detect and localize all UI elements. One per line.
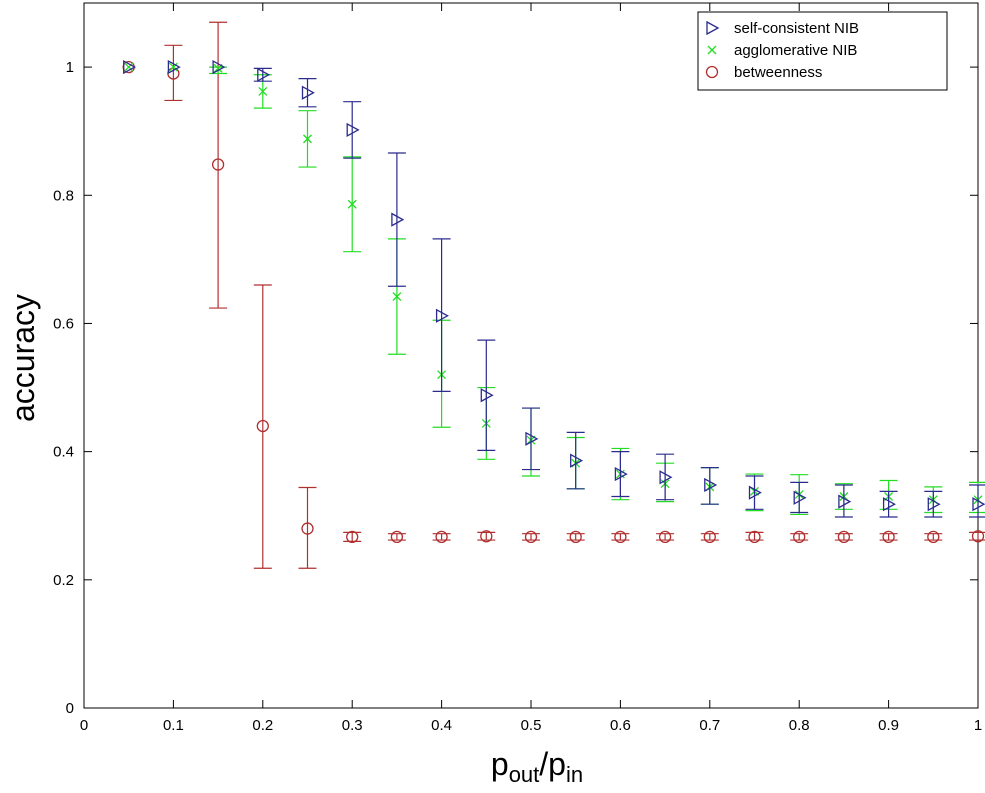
data-point xyxy=(927,497,941,512)
data-point xyxy=(257,67,271,82)
legend: self-consistent NIB agglomerative NIB betw… xyxy=(697,11,948,91)
marker-stroke xyxy=(168,62,178,72)
y-tick-label: 0.2 xyxy=(53,572,74,589)
data-point xyxy=(971,530,985,543)
series-circle xyxy=(122,21,985,569)
data-point xyxy=(211,158,225,171)
legend-label: agglomerative NIB xyxy=(734,42,857,59)
data-point xyxy=(748,530,761,544)
data-point xyxy=(256,419,269,433)
data-point xyxy=(435,530,448,544)
data-point xyxy=(614,530,627,544)
data-point xyxy=(392,292,402,301)
data-point xyxy=(972,497,985,512)
x-axis-label: pout/pin xyxy=(491,746,583,787)
x-tick-label: 0.5 xyxy=(521,717,542,734)
x-tick-label: 0.4 xyxy=(431,717,452,734)
x-tick-label: 1 xyxy=(974,717,982,734)
data-point xyxy=(793,530,806,544)
data-point xyxy=(480,388,494,403)
data-point xyxy=(525,431,539,446)
data-point xyxy=(346,122,360,137)
data-point xyxy=(748,485,762,500)
data-point xyxy=(614,466,628,482)
marker-stroke xyxy=(347,199,357,209)
y-tick-label: 0 xyxy=(66,700,74,717)
x-tick-label: 0.3 xyxy=(342,717,363,734)
data-point xyxy=(524,530,538,544)
x-tick-label: 0.2 xyxy=(252,717,273,734)
marker-stroke xyxy=(124,62,134,72)
data-point xyxy=(659,470,673,485)
x-axis-label-sub1: out xyxy=(509,762,540,787)
legend-box xyxy=(697,11,948,91)
data-point xyxy=(435,308,449,323)
data-point xyxy=(569,530,582,544)
data-point xyxy=(658,530,672,544)
x-axis-label-main: p xyxy=(491,746,509,782)
axis-ticks: 0 0.1 0.2 0.3 0.4 0.5 0.6 0.7 0.8 0.9 1 0 0.2 0.4 0.6 0… xyxy=(53,3,982,734)
legend-marker xyxy=(706,20,720,36)
legend-marker xyxy=(707,45,717,55)
x-tick-label: 0.7 xyxy=(699,717,720,734)
data-point xyxy=(124,62,134,72)
legend-marker xyxy=(705,65,719,79)
data-point xyxy=(927,530,940,544)
x-tick-label: 0.8 xyxy=(789,717,810,734)
data-point xyxy=(838,494,852,509)
y-tick-label: 0.4 xyxy=(53,444,74,461)
data-point xyxy=(882,497,896,512)
data-point xyxy=(347,199,357,209)
x-tick-label: 0.9 xyxy=(878,717,899,734)
data-point xyxy=(212,59,226,75)
legend-label: betweenness xyxy=(734,64,822,81)
data-marks xyxy=(122,21,985,569)
data-point xyxy=(346,530,359,544)
marker-stroke xyxy=(258,86,268,96)
data-point xyxy=(390,530,404,544)
data-point xyxy=(391,212,405,227)
data-point xyxy=(703,530,716,544)
marker-stroke xyxy=(392,292,402,301)
data-point xyxy=(168,62,178,72)
data-point xyxy=(301,522,314,535)
data-point xyxy=(793,490,807,505)
data-point xyxy=(123,59,137,75)
marker-stroke xyxy=(707,45,717,55)
data-point xyxy=(167,59,181,75)
x-tick-label: 0 xyxy=(80,717,88,734)
x-axis-label-sep: /p xyxy=(539,746,566,782)
data-point xyxy=(480,530,493,543)
legend-label: self-consistent NIB xyxy=(734,20,859,37)
x-tick-label: 0.6 xyxy=(610,717,631,734)
data-point xyxy=(704,477,718,493)
x-tick-label: 0.1 xyxy=(163,717,184,734)
data-point xyxy=(303,134,312,144)
series-x xyxy=(124,62,985,516)
series-triangle-right xyxy=(123,59,985,518)
x-axis-label-sub2: in xyxy=(566,762,583,787)
data-point xyxy=(301,85,315,100)
data-point xyxy=(882,530,895,544)
y-axis-label: accuracy xyxy=(5,294,41,422)
marker-stroke xyxy=(303,134,312,144)
data-point xyxy=(570,453,584,468)
y-tick-label: 0.8 xyxy=(53,187,74,204)
y-tick-label: 1 xyxy=(66,59,74,76)
y-tick-label: 0.6 xyxy=(53,315,74,332)
data-point xyxy=(258,86,268,96)
data-point xyxy=(837,530,851,544)
